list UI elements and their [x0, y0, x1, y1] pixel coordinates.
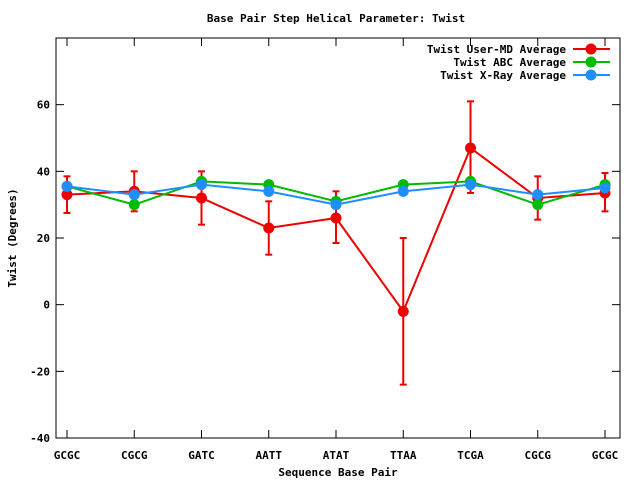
y-tick-label: -20 [30, 365, 50, 378]
data-point [196, 192, 207, 204]
legend-swatch-marker [585, 43, 597, 55]
data-point [61, 180, 73, 192]
data-point [465, 142, 476, 154]
plot-frame [55, 37, 621, 439]
series-1 [61, 100, 611, 386]
data-point [128, 199, 140, 211]
data-point [532, 199, 544, 211]
x-tick-label: TCGA [457, 449, 484, 462]
legend-label: Twist ABC Average [453, 56, 566, 69]
y-tick-label: 20 [37, 232, 50, 245]
x-tick-label: GCGC [592, 449, 619, 462]
x-tick-label: CGCG [525, 449, 552, 462]
data-point [397, 305, 409, 317]
x-tick-label: GATC [188, 449, 215, 462]
data-point [532, 189, 544, 201]
series-3 [61, 179, 611, 211]
data-point [128, 189, 140, 201]
data-point [196, 179, 207, 191]
x-tick-label: ATAT [323, 449, 350, 462]
data-point [330, 212, 342, 224]
data-point [263, 222, 275, 234]
y-tick-label: 40 [37, 165, 50, 178]
y-tick-label: -40 [30, 432, 50, 445]
data-point [263, 185, 275, 197]
legend-swatch-marker [585, 56, 597, 68]
data-point [61, 189, 73, 201]
data-point [397, 185, 409, 197]
y-axis-label: Twist (Degrees) [6, 188, 19, 287]
series-group [61, 100, 611, 386]
x-tick-label: GCGC [54, 449, 81, 462]
legend-label: Twist User-MD Average [427, 43, 566, 56]
chart-title: Base Pair Step Helical Parameter: Twist [207, 12, 465, 25]
data-point [330, 199, 342, 211]
y-tick-label: 0 [43, 299, 50, 312]
legend-swatch-marker [585, 69, 597, 81]
x-tick-label: TTAA [390, 449, 417, 462]
x-axis-label: Sequence Base Pair [278, 466, 398, 479]
x-tick-label: AATT [256, 449, 283, 462]
tick-group: -40 -20 0 20 40 60 GCGC CGCG GATC AATT ATAT TTAA TCG… [30, 38, 620, 462]
data-point [465, 179, 476, 191]
legend-label: Twist X-Ray Average [440, 69, 566, 82]
y-tick-label: 60 [37, 99, 50, 112]
x-tick-label: CGCG [121, 449, 148, 462]
data-point [599, 182, 611, 194]
